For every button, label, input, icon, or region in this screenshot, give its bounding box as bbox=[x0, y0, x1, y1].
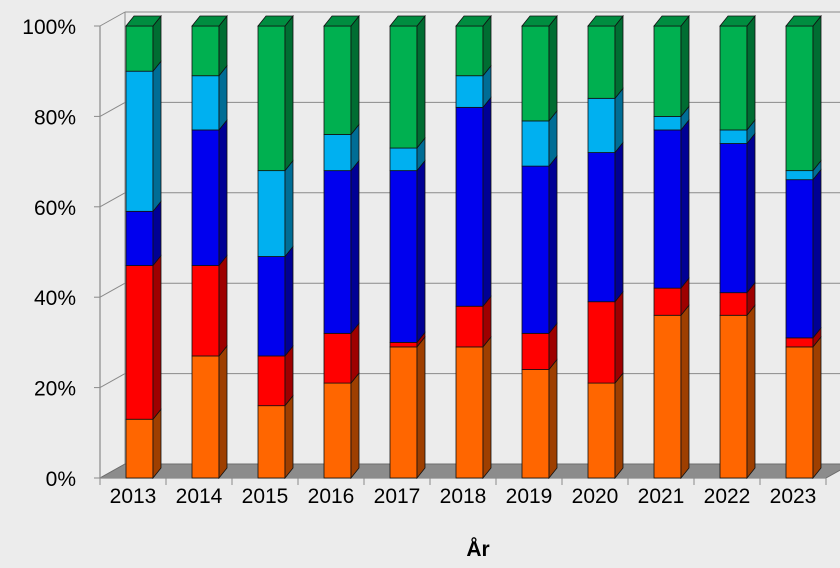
bar-segment-2014-4 bbox=[191, 64, 228, 132]
bar-segment-2015-5 bbox=[257, 14, 294, 172]
bar-segment-2013-4 bbox=[125, 60, 162, 213]
bar-segment-2019-4 bbox=[521, 109, 558, 168]
side-gridline bbox=[99, 192, 126, 208]
bar-segment-2021-3 bbox=[653, 118, 690, 290]
x-tick-label: 2018 bbox=[440, 485, 487, 508]
bar-segment-2022-4 bbox=[719, 118, 756, 145]
bar-segment-2023-1 bbox=[785, 335, 822, 480]
bar-segment-2013-1 bbox=[125, 408, 162, 480]
side-gridline bbox=[99, 101, 126, 117]
side-gridline bbox=[99, 373, 126, 389]
x-tick-label: 2015 bbox=[242, 485, 289, 508]
bar-segment-2014-5 bbox=[191, 14, 228, 77]
y-tick-label: 80% bbox=[34, 106, 76, 129]
bar-segment-2016-5 bbox=[323, 14, 360, 136]
x-tick-label: 2014 bbox=[176, 485, 223, 508]
bar-segment-2018-3 bbox=[455, 96, 492, 308]
bar-segment-2021-5 bbox=[653, 14, 690, 118]
bar-segment-2017-1 bbox=[389, 335, 426, 480]
bar-segment-2020-5 bbox=[587, 14, 624, 100]
chart-bars bbox=[125, 14, 822, 480]
y-tick-label: 20% bbox=[34, 378, 76, 401]
bar-segment-2022-1 bbox=[719, 304, 756, 480]
bar-segment-2013-3 bbox=[125, 200, 162, 267]
bar-segment-2016-1 bbox=[323, 371, 360, 480]
bar-segment-2020-4 bbox=[587, 87, 624, 154]
bar-segment-2020-2 bbox=[587, 290, 624, 385]
bar-segment-2015-3 bbox=[257, 245, 294, 358]
bar-segment-2015-2 bbox=[257, 344, 294, 407]
bar-segment-2018-2 bbox=[455, 295, 492, 349]
bar-segment-2021-2 bbox=[653, 277, 690, 317]
bar-segment-2020-1 bbox=[587, 371, 624, 480]
side-gridline bbox=[99, 11, 126, 27]
x-tick-label: 2020 bbox=[572, 485, 619, 508]
bar-segment-2022-2 bbox=[719, 281, 756, 317]
bar-segment-2022-3 bbox=[719, 132, 756, 294]
x-tick-label: 2019 bbox=[506, 485, 553, 508]
bar-segment-2019-2 bbox=[521, 322, 558, 371]
bar-segment-2018-4 bbox=[455, 64, 492, 109]
bar-segment-2018-5 bbox=[455, 14, 492, 77]
x-tick-label: 2013 bbox=[110, 485, 157, 508]
bar-segment-2014-1 bbox=[191, 344, 228, 480]
bar-segment-2021-1 bbox=[653, 304, 690, 480]
bar-segment-2013-5 bbox=[125, 14, 162, 73]
bar-segment-2016-3 bbox=[323, 159, 360, 335]
bar-segment-2015-4 bbox=[257, 159, 294, 258]
bar-segment-2019-1 bbox=[521, 358, 558, 480]
x-tick-label: 2016 bbox=[308, 485, 355, 508]
chart-ticks: 0% 20% 40% 60% 80% 100% 2013 2014 2015 2016 2017 20… bbox=[22, 16, 827, 508]
x-tick-label: 2021 bbox=[638, 485, 685, 508]
bar-segment-2023-3 bbox=[785, 168, 822, 340]
y-tick-label: 0% bbox=[46, 468, 76, 491]
y-tick-label: 40% bbox=[34, 287, 76, 310]
bar-segment-2019-5 bbox=[521, 14, 558, 123]
x-axis-label: År bbox=[466, 537, 489, 561]
bar-segment-2015-1 bbox=[257, 394, 294, 480]
bar-segment-2017-3 bbox=[389, 159, 426, 344]
x-tick-label: 2017 bbox=[374, 485, 421, 508]
bar-segment-2013-2 bbox=[125, 254, 162, 421]
bar-segment-2017-5 bbox=[389, 14, 426, 150]
bar-segment-2018-1 bbox=[455, 335, 492, 480]
bar-segment-2014-2 bbox=[191, 254, 228, 358]
side-gridline bbox=[99, 282, 126, 298]
bar-segment-2022-5 bbox=[719, 14, 756, 132]
bar-segment-2023-5 bbox=[785, 14, 822, 172]
bar-segment-2014-3 bbox=[191, 118, 228, 267]
y-tick-label: 100% bbox=[22, 16, 76, 39]
x-tick-label: 2023 bbox=[770, 485, 817, 508]
y-tick-label: 60% bbox=[34, 197, 76, 220]
bar-segment-2019-3 bbox=[521, 154, 558, 335]
bar-segment-2016-4 bbox=[323, 123, 360, 172]
bar-segment-2016-2 bbox=[323, 322, 360, 385]
bar-segment-2020-3 bbox=[587, 141, 624, 303]
x-tick-label: 2022 bbox=[704, 485, 751, 508]
